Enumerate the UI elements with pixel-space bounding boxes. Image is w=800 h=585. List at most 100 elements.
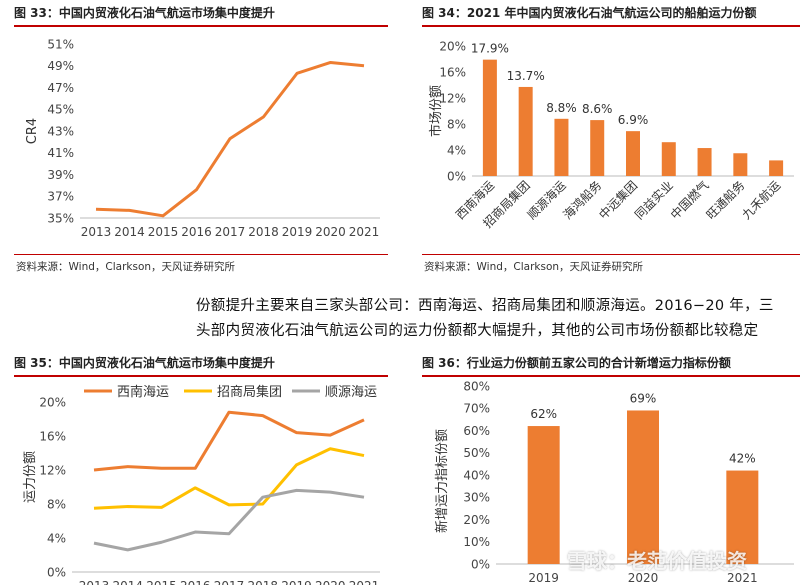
fig34-bar [697, 148, 712, 176]
fig34-bar [661, 142, 676, 176]
fig35-xtick-label: 2013 [79, 579, 110, 585]
fig34-bar [733, 153, 748, 176]
fig33-xtick-label: 2020 [315, 225, 346, 239]
fig34-xtick-label: 旺通船务 [703, 178, 748, 223]
fig35-xtick-label: 2021 [349, 579, 380, 585]
fig35-xtick-label: 2020 [315, 579, 346, 585]
fig33-ytick-label: 49% [47, 59, 74, 73]
fig33-title-rule [14, 25, 388, 27]
fig36-data-label: 42% [729, 452, 756, 466]
fig34-ytick-label: 20% [439, 39, 466, 53]
fig35-title-rule [14, 375, 388, 377]
fig35-series-line [93, 447, 365, 510]
fig33-xtick-label: 2019 [282, 225, 313, 239]
fig33-title: 图 33：中国内贸液化石油气航运市场集中度提升 [14, 6, 275, 20]
fig36-data-label: 69% [630, 391, 657, 405]
fig34-data-label: 17.9% [471, 42, 509, 56]
fig36-ytick-label: 40% [463, 468, 490, 482]
fig36-ytick-label: 30% [463, 491, 490, 505]
fig33-xtick-label: 2017 [215, 225, 246, 239]
body-paragraph-line-1: 份额提升主要来自三家头部公司：西南海运、招商局集团和顺源海运。2016−20 年… [196, 298, 774, 314]
fig36-ytick-label: 80% [463, 379, 490, 393]
fig33-xtick-label: 2016 [181, 225, 212, 239]
fig34-source-rule [422, 254, 800, 255]
fig34-ytick-label: 4% [447, 143, 466, 157]
fig34-chart: 0%4%8%12%16%20%市场份额17.9%西南海运13.7%招商局集团8.… [428, 39, 794, 231]
fig35-legend-label: 顺源海运 [325, 385, 377, 400]
fig35-xtick-label: 2017 [214, 579, 245, 585]
fig35-ytick-label: 4% [47, 531, 66, 545]
fig34-title-rule [422, 25, 800, 27]
fig33-ytick-label: 39% [47, 168, 74, 182]
fig35-ytick-label: 16% [39, 429, 66, 443]
fig33-xtick-label: 2014 [114, 225, 145, 239]
fig34-xtick-label: 中远集团 [596, 178, 641, 223]
fig35-legend-label: 西南海运 [117, 384, 169, 400]
fig35-ytick-label: 20% [39, 395, 66, 409]
fig34-xtick-label: 九禾航运 [739, 178, 784, 223]
fig34-title: 图 34：2021 年中国内贸液化石油气航运公司的船舶运力份额 [422, 6, 757, 20]
fig35-series-line [93, 488, 365, 552]
fig35-ytick-label: 12% [39, 463, 66, 477]
fig34-data-label: 6.9% [618, 113, 649, 127]
fig36-ytick-label: 50% [463, 446, 490, 460]
fig36-bar [627, 410, 659, 564]
fig34-bar [590, 120, 605, 176]
fig33-series-line [95, 60, 365, 218]
fig33-ytick-label: 47% [47, 81, 74, 95]
fig33-ytick-label: 51% [47, 37, 74, 51]
fig35-ylabel: 运力份额 [23, 451, 38, 503]
fig36-title: 图 36：行业运力份额前五家公司的合计新增运力指标份额 [422, 356, 731, 370]
fig35-xtick-label: 2018 [247, 579, 278, 585]
fig33-ylabel: CR4 [25, 118, 40, 144]
fig36-bar [527, 426, 560, 564]
fig35-chart: 0%4%8%12%16%20%运力份额201320142015201620172… [23, 384, 380, 585]
fig35-legend-label: 招商局集团 [217, 384, 282, 400]
watermark: 雪球：老范价值投资 [567, 549, 747, 573]
fig34-xtick-label: 同益实业 [631, 178, 676, 223]
fig34-bar [554, 118, 569, 176]
fig33-ytick-label: 43% [47, 124, 74, 138]
fig34-xtick-label: 中国燃气 [667, 178, 712, 223]
fig35-xtick-label: 2016 [180, 579, 211, 585]
fig36-ytick-label: 60% [463, 424, 490, 438]
fig36-chart: 0% 10% 20% 30% 40% 50% 60% 70% 80% 新增运力指标份额 62% 201… [434, 379, 794, 585]
fig33-xtick-label: 2021 [349, 225, 380, 239]
fig33-xtick-label: 2013 [81, 225, 112, 239]
fig34-bar [626, 131, 640, 176]
fig34-bar [482, 59, 497, 176]
fig33-ytick-label: 41% [47, 146, 74, 160]
fig34-data-label: 13.7% [507, 69, 545, 83]
fig36-data-label: 62% [530, 407, 557, 421]
fig34-data-label: 8.8% [546, 101, 577, 115]
fig33-source: 资料来源：Wind，Clarkson，天风证券研究所 [16, 261, 236, 273]
fig34-ytick-label: 8% [447, 117, 466, 131]
fig33-xtick-label: 2015 [148, 225, 179, 239]
fig34-ylabel: 市场份额 [428, 85, 444, 137]
fig34-bar [769, 160, 784, 176]
fig34-ytick-label: 0% [447, 169, 466, 183]
fig34-xtick-label: 顺源海运 [524, 178, 569, 223]
fig33-source-rule [14, 254, 388, 255]
fig36-ylabel: 新增运力指标份额 [434, 429, 450, 533]
fig36-xtick-label: 2021 [727, 571, 758, 585]
fig36-title-rule [422, 375, 800, 377]
body-paragraph-line-2: 头部内贸液化石油气航运公司的运力份额都大幅提升，其他的公司市场份额都比较稳定 [196, 323, 759, 339]
fig36-ytick-label: 10% [463, 535, 490, 549]
fig34-ytick-label: 12% [439, 91, 466, 105]
fig34-ytick-label: 16% [439, 65, 466, 79]
fig35-ytick-label: 0% [47, 565, 66, 579]
fig36-xtick-label: 2020 [628, 571, 659, 585]
fig36-ytick-label: 20% [463, 513, 490, 527]
fig36-ytick-label: 0% [471, 557, 490, 571]
fig34-bar [518, 86, 533, 176]
fig35-xtick-label: 2019 [281, 579, 312, 585]
fig35-ytick-label: 8% [47, 497, 66, 511]
fig33-ytick-label: 35% [47, 211, 74, 225]
fig34-xtick-label: 海鸿船务 [560, 178, 605, 223]
fig36-ytick-label: 70% [463, 402, 490, 416]
fig36-bar [726, 470, 759, 564]
fig35-xtick-label: 2014 [112, 579, 143, 585]
fig33-xtick-label: 2018 [248, 225, 279, 239]
